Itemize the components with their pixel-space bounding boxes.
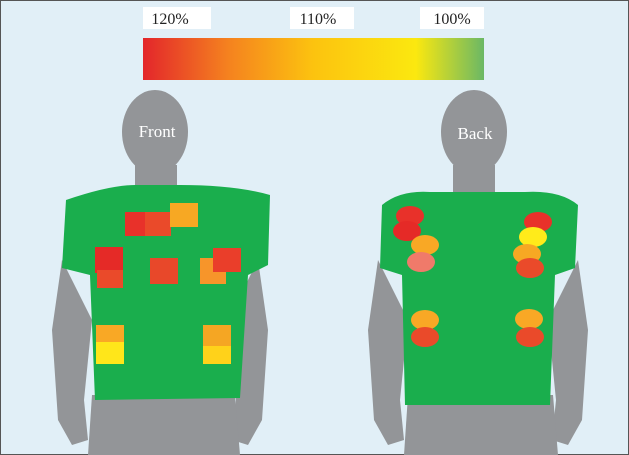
label-box bbox=[143, 7, 211, 29]
figure-label: Front bbox=[139, 122, 176, 141]
front-figure: Front bbox=[52, 90, 270, 455]
figure-label: Back bbox=[458, 124, 493, 143]
colorbar-gradient bbox=[143, 38, 484, 80]
silhouette bbox=[368, 90, 588, 455]
back-figure: Back bbox=[368, 90, 588, 455]
label-box bbox=[420, 7, 484, 29]
colorbar: 120% 110% 100% bbox=[143, 7, 484, 80]
colorbar-label: 100% bbox=[433, 11, 470, 28]
colorbar-label: 110% bbox=[300, 11, 337, 28]
colorbar-label: 120% bbox=[151, 11, 188, 28]
sensors bbox=[393, 206, 552, 347]
label-box bbox=[290, 7, 354, 29]
sensors bbox=[95, 203, 241, 364]
